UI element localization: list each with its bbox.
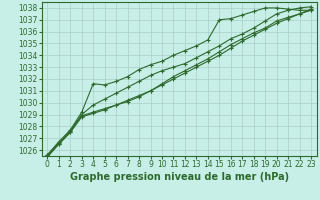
X-axis label: Graphe pression niveau de la mer (hPa): Graphe pression niveau de la mer (hPa)	[70, 172, 289, 182]
